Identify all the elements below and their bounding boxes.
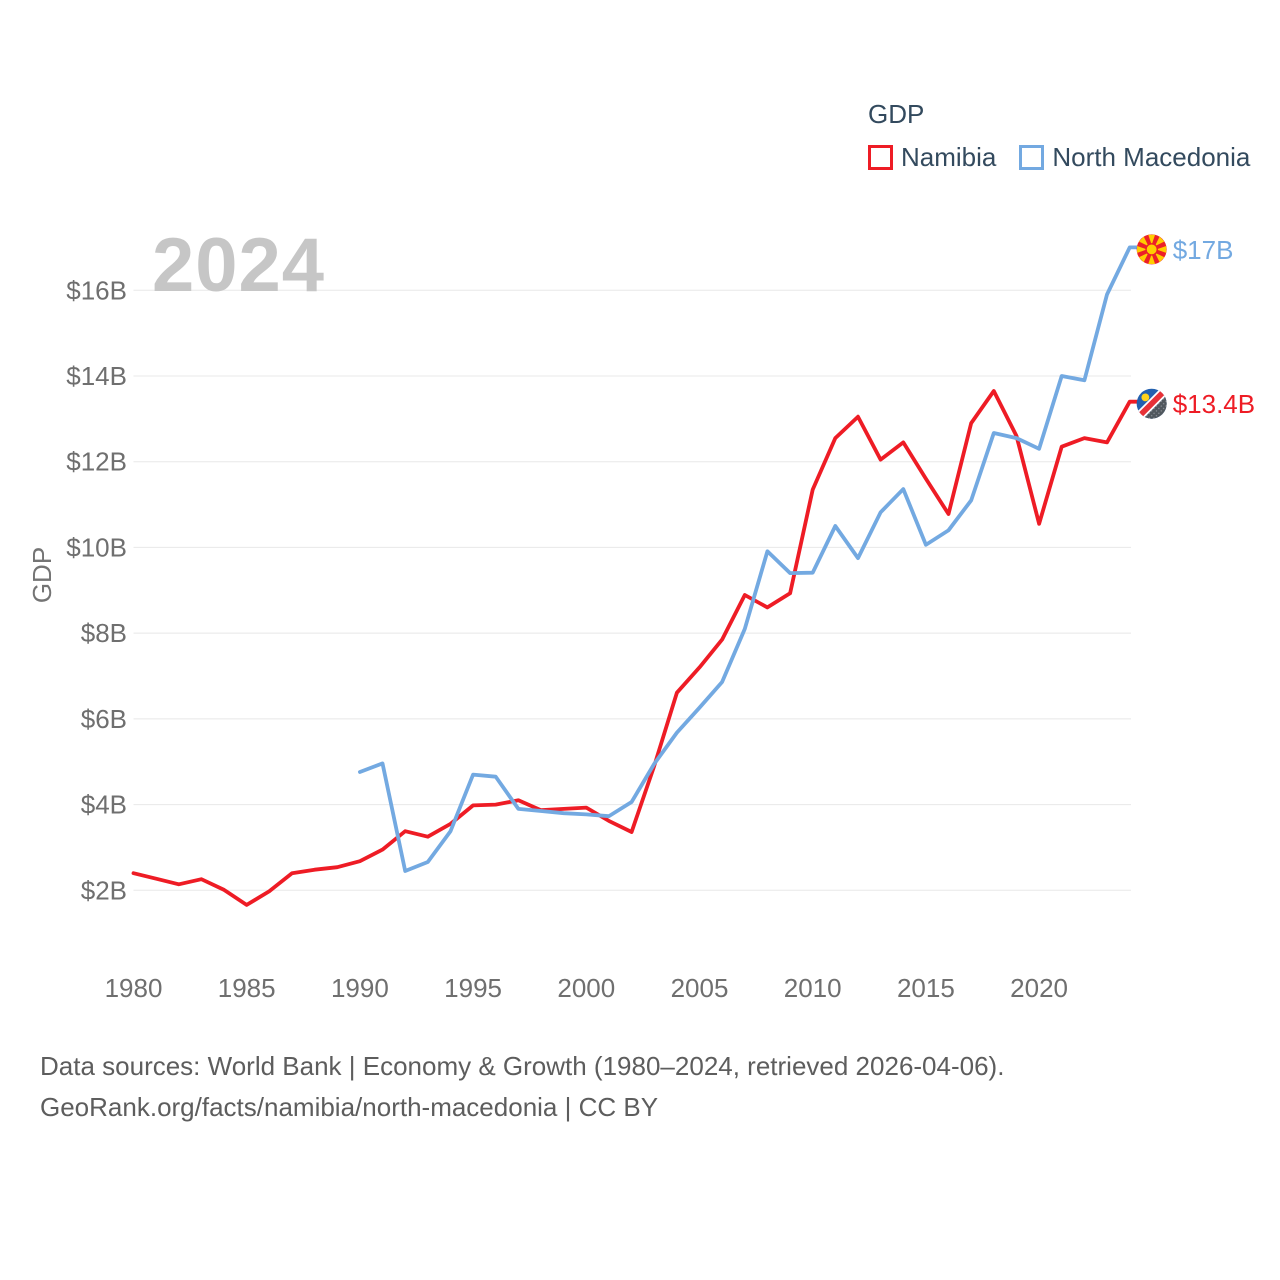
- x-axis-tick-label: 2010: [784, 973, 842, 1003]
- x-axis-tick-label: 1995: [444, 973, 502, 1003]
- legend-title: GDP: [868, 99, 925, 129]
- north-macedonia-end-value-label: $17B: [1173, 235, 1234, 265]
- y-axis-tick-label: $14B: [66, 361, 127, 391]
- north-macedonia-flag-icon: [1136, 234, 1167, 265]
- namibia-series-line[interactable]: [131, 389, 1142, 907]
- namibia-end-value-label: $13.4B: [1173, 389, 1255, 419]
- y-axis-tick-label: $8B: [81, 618, 127, 648]
- y-axis-tick-label: $16B: [66, 275, 127, 305]
- north-macedonia-legend-swatch[interactable]: [1019, 145, 1045, 170]
- y-axis-tick-label: $6B: [81, 704, 127, 734]
- data-sources-line: Data sources: World Bank | Economy & Gro…: [40, 1051, 1005, 1081]
- chart-legend: GDP Namibia North Macedonia: [868, 99, 1250, 173]
- y-axis-tick-label: $4B: [81, 790, 127, 820]
- namibia-flag-icon: [1136, 388, 1167, 419]
- x-axis-tick-label: 2000: [557, 973, 615, 1003]
- north-macedonia-legend-item[interactable]: North Macedonia: [1052, 142, 1251, 172]
- namibia-legend-item[interactable]: Namibia: [901, 142, 997, 172]
- legend-items: Namibia North Macedonia: [868, 142, 1250, 173]
- x-axis-tick-label: 1985: [218, 973, 276, 1003]
- y-axis-tick-label: $2B: [81, 875, 127, 905]
- x-axis-tick-label: 1980: [105, 973, 163, 1003]
- x-axis-tick-label: 2015: [897, 973, 955, 1003]
- north-macedonia-series-line[interactable]: [358, 245, 1142, 873]
- namibia-legend-swatch[interactable]: [868, 145, 893, 170]
- x-axis-tick-label: 2020: [1010, 973, 1068, 1003]
- y-axis-tick-label: $10B: [66, 532, 127, 562]
- footer: Data sources: World Bank | Economy & Gro…: [40, 1046, 1004, 1128]
- x-axis-tick-label: 2005: [671, 973, 729, 1003]
- attribution-line: GeoRank.org/facts/namibia/north-macedoni…: [40, 1092, 659, 1122]
- y-axis-tick-label: $12B: [66, 447, 127, 477]
- x-axis-tick-label: 1990: [331, 973, 389, 1003]
